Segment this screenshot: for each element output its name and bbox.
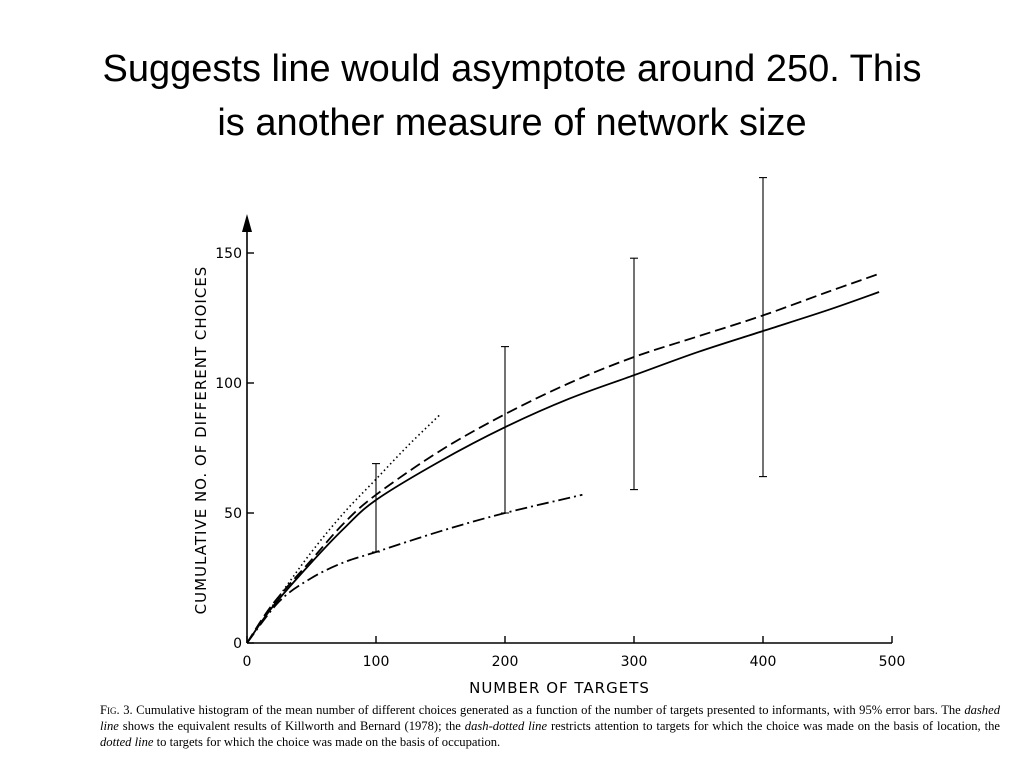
caption-fig-label: Fig <box>100 703 117 717</box>
series-line-solid <box>246 291 880 644</box>
caption-dashed-line-ref: dashed line <box>100 703 1000 733</box>
slide-title-line-2: is another measure of network size <box>217 102 807 144</box>
slide-title-line-1: Suggests line would asymptote around 250… <box>102 48 922 90</box>
y-axis-arrow <box>242 214 252 232</box>
caption-text-2: shows the equivalent results of Killwort… <box>118 719 465 733</box>
x-tick-label: 400 <box>750 654 777 670</box>
x-tick-label: 0 <box>243 654 252 670</box>
series-line-dashed <box>246 272 880 644</box>
caption-dotted-line-ref: dotted line <box>100 735 154 749</box>
y-axis-label: CUMULATIVE NO. OF DIFFERENT CHOICES <box>192 266 210 615</box>
caption-text-1: Cumulative histogram of the mean number … <box>132 703 965 717</box>
y-tick-label: 150 <box>215 246 242 262</box>
x-tick-label: 500 <box>879 654 906 670</box>
y-tick-label: 0 <box>233 636 242 652</box>
caption-fig-number: . 3. <box>116 703 133 717</box>
x-axis-label: NUMBER OF TARGETS <box>469 679 650 697</box>
y-tick-label: 50 <box>224 506 242 522</box>
x-tick-label: 300 <box>621 654 648 670</box>
series-line-dotted <box>246 413 442 644</box>
caption-text-4: to targets for which the choice was made… <box>153 735 501 749</box>
figure-caption: Fig. 3. Cumulative histogram of the mean… <box>100 702 1000 750</box>
caption-text-3: restricts attention to targets for which… <box>547 719 1000 733</box>
slide-title: Suggests line would asymptote around 250… <box>40 42 984 150</box>
series-line-dash-dot <box>246 493 583 644</box>
line-chart: 0 100 200 300 400 500 0 50 100 150 NUMBER OF TARGE… <box>192 177 906 697</box>
x-tick-label: 200 <box>492 654 519 670</box>
caption-dashdot-line-ref: dash-dotted line <box>464 719 548 733</box>
x-tick-label: 100 <box>363 654 390 670</box>
y-tick-label: 100 <box>215 376 242 392</box>
